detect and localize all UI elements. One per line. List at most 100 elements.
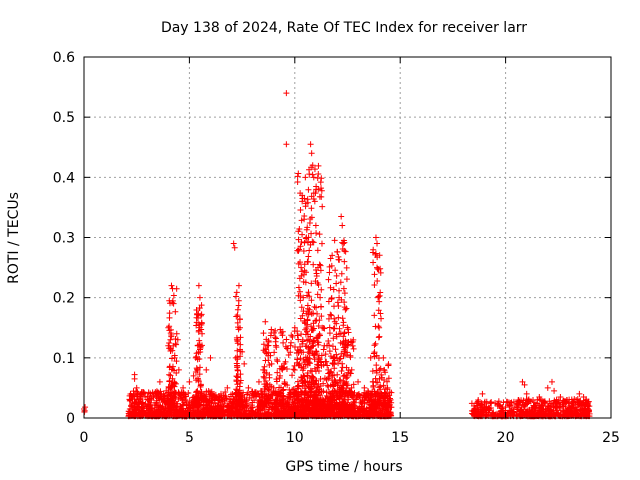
data-point xyxy=(236,406,243,413)
data-point xyxy=(189,403,196,410)
data-point xyxy=(131,400,138,407)
data-point xyxy=(374,410,381,417)
y-tick-label: 0 xyxy=(66,411,75,427)
data-point xyxy=(145,389,152,396)
data-point xyxy=(241,404,248,411)
data-point xyxy=(251,411,258,418)
data-point xyxy=(219,408,226,415)
data-point xyxy=(257,388,264,395)
y-tick-label: 0.1 xyxy=(53,351,75,367)
data-point xyxy=(136,410,143,417)
data-point xyxy=(159,403,166,410)
data-point xyxy=(355,405,362,412)
x-tick-label: 15 xyxy=(391,430,409,446)
data-point xyxy=(218,398,225,405)
data-point xyxy=(383,407,390,414)
data-point xyxy=(128,392,135,399)
y-axis-label: ROTI / TECUs xyxy=(6,192,22,284)
data-point xyxy=(185,402,192,409)
data-point xyxy=(150,410,157,417)
data-point xyxy=(224,403,231,410)
data-point xyxy=(133,388,140,395)
data-point xyxy=(145,407,152,414)
data-point xyxy=(180,394,187,401)
data-point xyxy=(353,395,360,402)
y-tick-label: 0.2 xyxy=(53,291,75,307)
data-point xyxy=(353,393,360,400)
data-point xyxy=(147,402,154,409)
data-point xyxy=(361,412,368,419)
data-point xyxy=(257,405,264,412)
data-point xyxy=(157,388,164,395)
x-tick-label: 25 xyxy=(602,430,620,446)
data-point xyxy=(208,403,215,410)
data-point xyxy=(377,407,384,414)
data-points xyxy=(81,90,593,420)
data-point xyxy=(167,409,174,416)
data-point xyxy=(216,406,223,413)
data-point xyxy=(179,401,186,408)
data-point xyxy=(180,405,187,412)
data-point xyxy=(163,410,170,417)
data-point xyxy=(363,407,370,414)
data-point xyxy=(239,392,246,399)
data-point xyxy=(359,408,366,415)
data-point xyxy=(251,397,258,404)
data-point xyxy=(137,398,144,405)
data-point xyxy=(257,398,264,405)
x-tick-label: 10 xyxy=(286,430,304,446)
data-point xyxy=(150,391,157,398)
data-point xyxy=(230,411,237,418)
data-point xyxy=(204,405,211,412)
data-point xyxy=(225,408,232,415)
data-point xyxy=(225,402,232,409)
data-point xyxy=(386,389,393,396)
data-point xyxy=(159,412,166,419)
data-point xyxy=(200,411,207,418)
data-point xyxy=(242,412,249,419)
data-point xyxy=(133,399,140,406)
data-point xyxy=(202,391,209,398)
data-point xyxy=(243,391,250,398)
data-point xyxy=(363,390,370,397)
data-point xyxy=(126,411,133,418)
data-point xyxy=(222,393,229,400)
data-point xyxy=(360,396,367,403)
x-axis-label: GPS time / hours xyxy=(285,459,402,475)
data-point xyxy=(246,410,253,417)
y-tick-label: 0.3 xyxy=(53,231,75,247)
data-point xyxy=(201,412,208,419)
x-tick-label: 5 xyxy=(185,430,194,446)
data-point xyxy=(215,409,222,416)
data-point xyxy=(252,393,259,400)
data-point xyxy=(215,399,222,406)
data-point xyxy=(223,395,230,402)
y-tick-label: 0.6 xyxy=(53,50,75,66)
data-point xyxy=(198,389,205,396)
data-point xyxy=(142,400,149,407)
data-point xyxy=(199,407,206,414)
data-point xyxy=(257,407,264,414)
y-tick-label: 0.4 xyxy=(53,170,75,186)
data-point xyxy=(193,412,200,419)
data-point xyxy=(205,387,212,394)
data-point xyxy=(128,402,135,409)
data-point xyxy=(367,409,374,416)
data-point xyxy=(155,407,162,414)
data-point xyxy=(158,391,165,398)
data-point xyxy=(205,399,212,406)
data-point xyxy=(249,404,256,411)
data-point xyxy=(142,410,149,417)
data-point xyxy=(229,404,236,411)
data-point xyxy=(203,406,210,413)
x-tick-label: 0 xyxy=(80,430,89,446)
grid-lines xyxy=(84,57,611,418)
y-tick-label: 0.5 xyxy=(53,110,75,126)
x-tick-label: 20 xyxy=(497,430,515,446)
data-point xyxy=(148,396,155,403)
chart-title: Day 138 of 2024, Rate Of TEC Index for r… xyxy=(161,20,527,36)
data-point xyxy=(222,389,229,396)
data-point xyxy=(263,412,270,419)
data-point xyxy=(220,407,227,414)
